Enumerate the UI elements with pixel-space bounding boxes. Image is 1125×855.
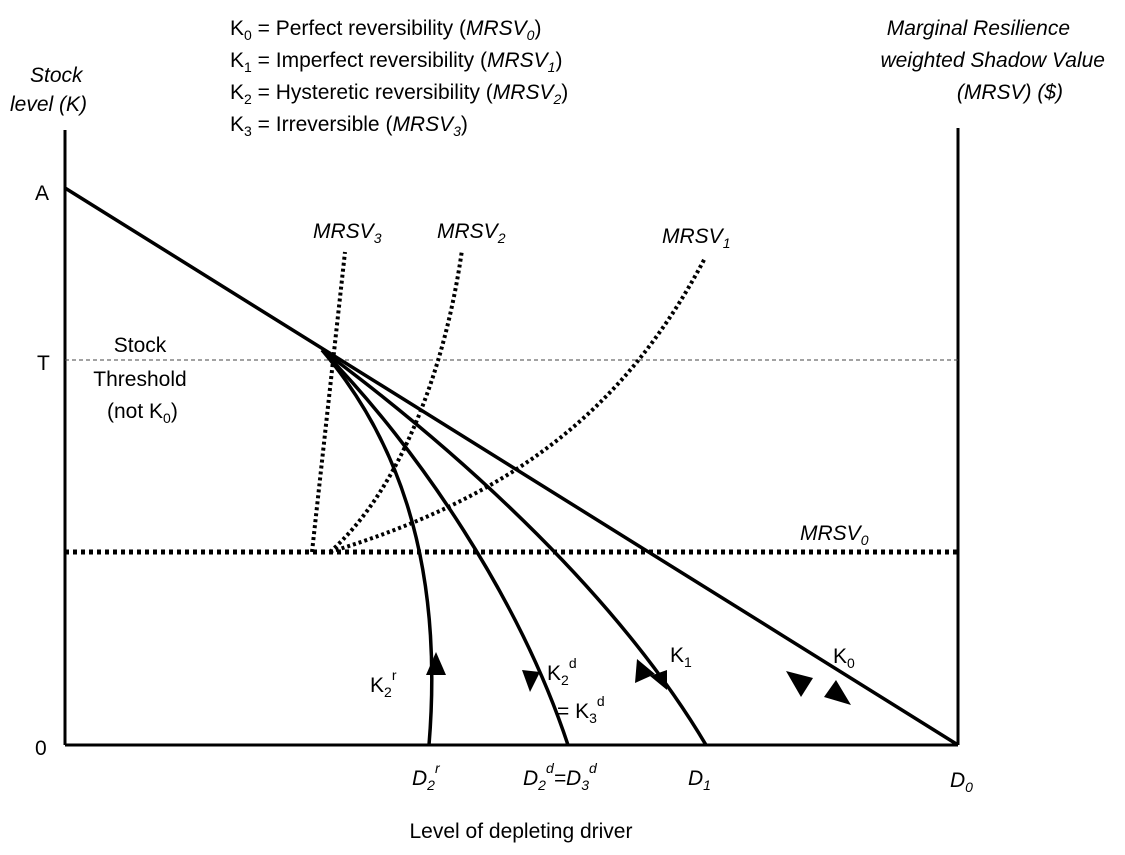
mrsv0-label: MRSV0 [800,522,869,548]
tick-d2d-d3d-label: D2d=D3d [523,760,598,793]
k0-downright-arrowhead [824,680,851,705]
k2d-down-arrowhead [522,670,540,692]
threshold-label-line3: (not K0) [107,400,178,426]
tick-d2r-label: D2r [412,760,441,793]
tick-t-label: T [37,352,50,375]
right-axis-title-line3: (MRSV) ($) [957,81,1063,104]
k0-label: K0 [833,645,855,671]
k2r-up-arrowhead [426,652,446,675]
tick-a-label: A [35,182,49,205]
mrsv1-curve [330,258,705,552]
k0-path [65,188,958,745]
tick-zero-label: 0 [35,737,47,760]
mrsv2-label: MRSV2 [437,220,506,246]
mrsv3-curve [312,252,345,552]
k3d-label: = K3d [557,693,605,726]
k0-upleft-arrowhead [786,671,813,697]
threshold-label-line2: Threshold [93,368,186,391]
mrsv3-label: MRSV3 [313,220,382,246]
legend-item-k0: K0 = Perfect reversibility (MRSV0) [230,17,541,43]
legend-item-k2: K2 = Hysteretic reversibility (MRSV2) [230,81,568,107]
mrsv1-label: MRSV1 [662,225,730,251]
left-axis-title-line1: Stock [30,64,84,87]
tick-d1-label: D1 [688,767,711,793]
x-axis-title: Level of depleting driver [410,820,633,843]
mrsv2-curve [330,250,462,552]
legend-item-k3: K3 = Irreversible (MRSV3) [230,113,468,139]
tick-d0-label: D0 [950,769,973,795]
right-axis-title-line1: Marginal Resilience [887,17,1070,40]
left-axis-title-line2: level (K) [10,93,87,116]
k2d-label: K2d [547,655,577,688]
legend: K0 = Perfect reversibility (MRSV0) K1 = … [230,17,568,139]
k1-label: K1 [670,644,692,670]
k2r-label: K2r [370,667,397,700]
right-axis-title-line2: weighted Shadow Value [880,49,1105,72]
threshold-label-line1: Stock [114,334,167,357]
legend-item-k1: K1 = Imperfect reversibility (MRSV1) [230,49,562,75]
